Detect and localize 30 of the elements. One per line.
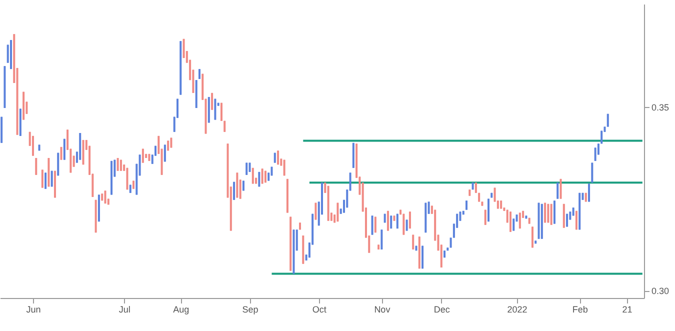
y-tick-label: 0.35	[652, 102, 670, 112]
candlestick	[211, 92, 214, 111]
candlestick	[104, 190, 106, 204]
y-tick-label: 0.30	[652, 286, 670, 296]
x-tick-label: Dec	[434, 304, 450, 314]
candlestick	[142, 148, 144, 164]
candlestick	[63, 138, 66, 161]
candlestick	[44, 172, 47, 190]
x-tick-label: Jun	[26, 304, 41, 314]
candlestick	[556, 182, 559, 200]
candlestick	[371, 214, 374, 236]
candlestick	[512, 218, 515, 232]
candlestick	[261, 168, 264, 184]
x-tick-label: 21	[622, 304, 632, 314]
candlestick	[594, 146, 596, 162]
candlestick	[474, 182, 477, 194]
candlestick	[560, 178, 562, 200]
x-tick-label: Jul	[118, 304, 130, 314]
x-tick-label: Sep	[242, 304, 258, 314]
x-tick-label: Oct	[312, 304, 327, 314]
candlestick	[518, 212, 521, 230]
candlestick	[484, 209, 486, 226]
x-tick-label: Aug	[173, 304, 190, 314]
candlestick	[390, 214, 392, 230]
x-tick-label: 2022	[507, 304, 528, 314]
candlestick	[60, 146, 62, 161]
candlestick	[246, 162, 248, 176]
x-tick-label: Nov	[374, 304, 391, 314]
candlestick	[41, 169, 44, 188]
x-tick-label: Feb	[572, 304, 588, 314]
